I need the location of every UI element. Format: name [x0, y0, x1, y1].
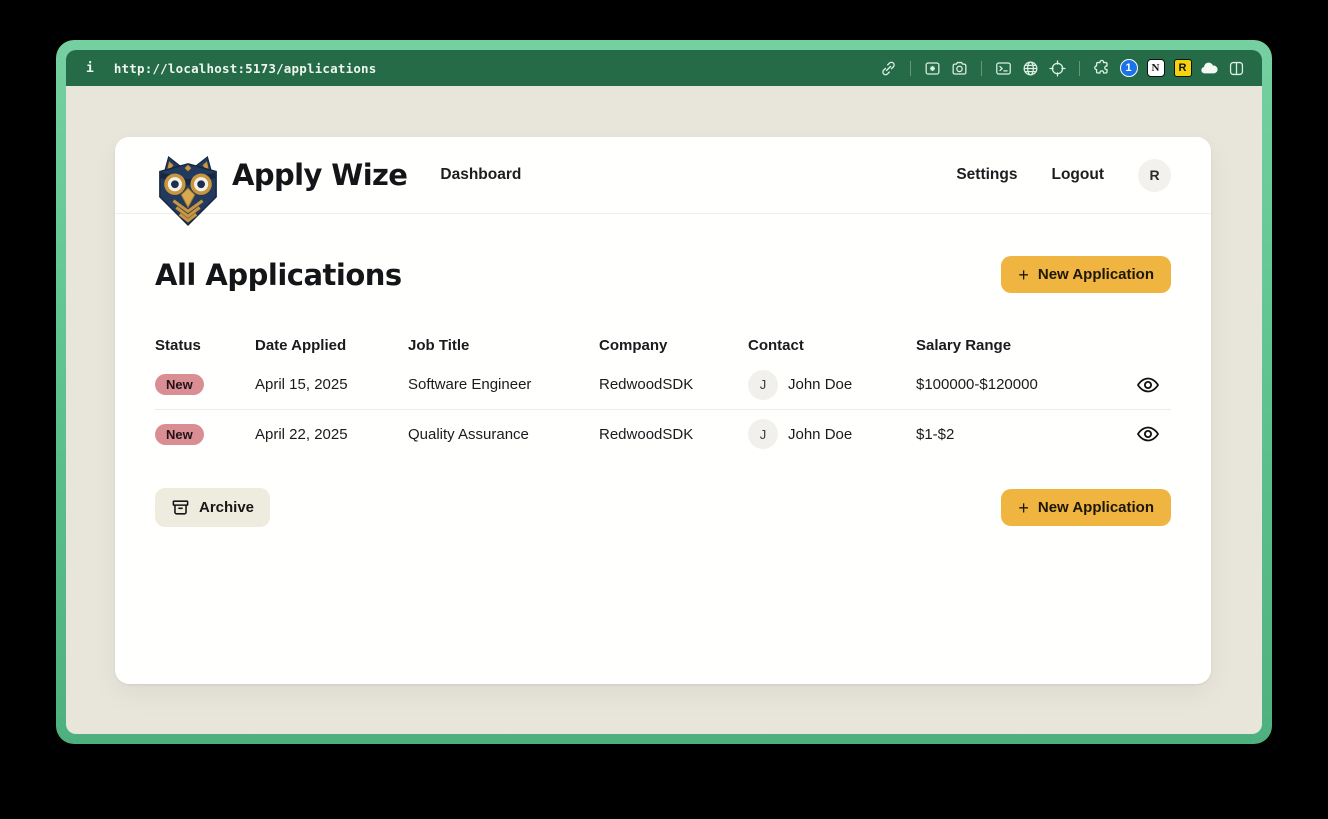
new-application-button-top[interactable]: + New Application: [1001, 256, 1171, 293]
onepassword-icon[interactable]: 1: [1115, 56, 1142, 80]
user-avatar[interactable]: R: [1138, 158, 1171, 192]
col-job-title: Job Title: [408, 336, 470, 354]
archive-button[interactable]: Archive: [155, 488, 271, 527]
applications-table: Status Date Applied Job Title Company Co…: [155, 330, 1171, 458]
contact: J John Doe: [748, 419, 916, 449]
new-application-button-bottom[interactable]: + New Application: [1001, 489, 1171, 526]
logout-link[interactable]: Logout: [1051, 166, 1104, 183]
globe-icon[interactable]: [1017, 56, 1044, 80]
browser-window: i http://localhost:5173/applications: [56, 40, 1272, 744]
page-background: Apply Wize Dashboard Settings Logout R A…: [66, 86, 1262, 734]
crosshair-icon[interactable]: [1044, 56, 1071, 80]
browser-toolbar: 1 N R: [875, 56, 1250, 80]
contact-name: John Doe: [788, 425, 853, 443]
contact-avatar: J: [748, 369, 778, 400]
settings-link[interactable]: Settings: [956, 166, 1018, 183]
toolbar-divider: [981, 60, 982, 76]
toolbar-divider: [910, 60, 911, 76]
status-badge: New: [155, 423, 204, 445]
split-view-icon[interactable]: [1223, 56, 1250, 80]
col-company: Company: [599, 336, 668, 354]
cloud-icon[interactable]: [1196, 56, 1223, 80]
col-status: Status: [155, 336, 201, 354]
eye-icon: [1136, 377, 1160, 392]
page-title: All Applications: [155, 257, 402, 292]
table-row: New April 22, 2025 Quality Assurance Red…: [155, 409, 1171, 458]
table-header-row: Status Date Applied Job Title Company Co…: [155, 330, 1171, 360]
browser-topbar: i http://localhost:5173/applications: [66, 50, 1262, 86]
archive-icon: [172, 500, 189, 515]
address-bar[interactable]: http://localhost:5173/applications: [113, 60, 377, 76]
date-applied: April 15, 2025: [255, 376, 348, 393]
app-card: Apply Wize Dashboard Settings Logout R A…: [115, 137, 1211, 684]
main-content: All Applications + New Application Statu…: [115, 256, 1211, 527]
company: RedwoodSDK: [599, 425, 694, 443]
plus-icon: +: [1018, 497, 1029, 518]
link-icon[interactable]: [875, 56, 902, 80]
brand-name: Apply Wize: [232, 158, 408, 192]
view-application-button[interactable]: [1132, 418, 1164, 450]
info-icon[interactable]: i: [86, 60, 94, 76]
notion-icon[interactable]: N: [1142, 56, 1169, 80]
toolbar-divider: [1079, 60, 1080, 76]
salary-range: $100000-$120000: [916, 376, 1038, 393]
brand[interactable]: Apply Wize: [155, 139, 408, 227]
nav-dashboard[interactable]: Dashboard: [440, 166, 522, 183]
job-title: Software Engineer: [408, 376, 532, 393]
terminal-icon[interactable]: [990, 56, 1017, 80]
status-badge: New: [155, 374, 204, 395]
col-contact: Contact: [748, 336, 804, 354]
media-icon[interactable]: [919, 56, 946, 80]
salary-range: $1-$2: [916, 425, 955, 443]
eye-icon: [1136, 426, 1160, 442]
col-salary-range: Salary Range: [916, 336, 1012, 354]
view-application-button[interactable]: [1132, 369, 1164, 401]
app-header: Apply Wize Dashboard Settings Logout R: [115, 137, 1211, 227]
owl-logo-icon: [159, 156, 217, 227]
contact: J John Doe: [748, 369, 916, 400]
contact-avatar: J: [748, 419, 778, 449]
bottom-actions: Archive + New Application: [155, 488, 1171, 527]
camera-icon[interactable]: [946, 56, 973, 80]
job-title: Quality Assurance: [408, 425, 529, 443]
company: RedwoodSDK: [599, 376, 694, 393]
extensions-puzzle-icon[interactable]: [1088, 56, 1115, 80]
table-row: New April 15, 2025 Software Engineer Red…: [155, 360, 1171, 409]
r-extension-icon[interactable]: R: [1169, 56, 1196, 80]
contact-name: John Doe: [788, 376, 853, 393]
date-applied: April 22, 2025: [255, 425, 348, 443]
col-date-applied: Date Applied: [255, 336, 347, 354]
plus-icon: +: [1018, 264, 1029, 285]
